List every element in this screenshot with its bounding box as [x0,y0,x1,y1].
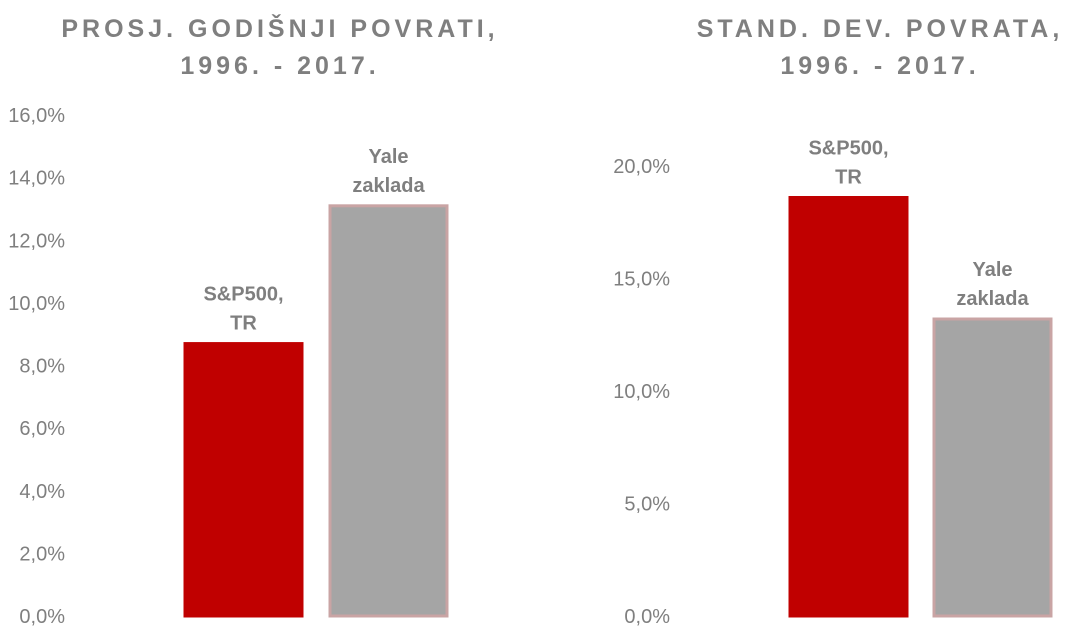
y-tick-label: 16,0% [8,105,65,127]
data-label-sp500: S&P500, [203,284,283,306]
data-label-yale: zaklada [956,288,1029,310]
y-tick-label: 8,0% [19,356,65,378]
y-tick-label: 0,0% [624,606,670,628]
y-tick-label: 10,0% [8,293,65,315]
y-tick-label: 6,0% [19,418,65,440]
bar-yale [328,204,449,618]
bar-sp500 [183,342,304,618]
data-label-sp500: S&P500, [808,138,888,160]
data-label-yale: Yale [972,259,1012,281]
chart-title-line: 1996. - 2017. [180,52,380,80]
chart-average-returns: 0,0% 2,0% 4,0% 6,0% 8,0% 10,0% 12,0% 14,0% 16,0%… [8,105,449,628]
chart-title-line: STAND. DEV. POVRATA, [696,15,1064,43]
data-label-sp500: TR [835,167,862,189]
y-tick-label: 12,0% [8,230,65,252]
chart-std-dev: 0,0% 5,0% 10,0% 15,0% 20,0% S&P500, TR Yale zakl… [613,138,1053,628]
bar-sp500 [788,196,909,618]
bar-yale [932,317,1053,618]
y-tick-label: 10,0% [613,381,670,403]
y-tick-label: 0,0% [19,606,65,628]
y-tick-label: 20,0% [613,156,670,178]
y-tick-label: 4,0% [19,481,65,503]
chart-title-std-dev: STAND. DEV. POVRATA, 1996. - 2017. [640,11,1080,85]
chart-title-line: 1996. - 2017. [780,52,980,80]
chart-title-average-returns: PROSJ. GODIŠNJI POVRATI, 1996. - 2017. [20,11,540,85]
y-tick-label: 2,0% [19,543,65,565]
y-tick-label: 14,0% [8,168,65,190]
data-label-yale: Yale [368,146,408,168]
y-tick-label: 5,0% [624,494,670,516]
y-tick-label: 15,0% [613,269,670,291]
data-label-sp500: TR [230,313,257,335]
chart-title-line: PROSJ. GODIŠNJI POVRATI, [61,15,499,43]
data-label-yale: zaklada [352,175,425,197]
